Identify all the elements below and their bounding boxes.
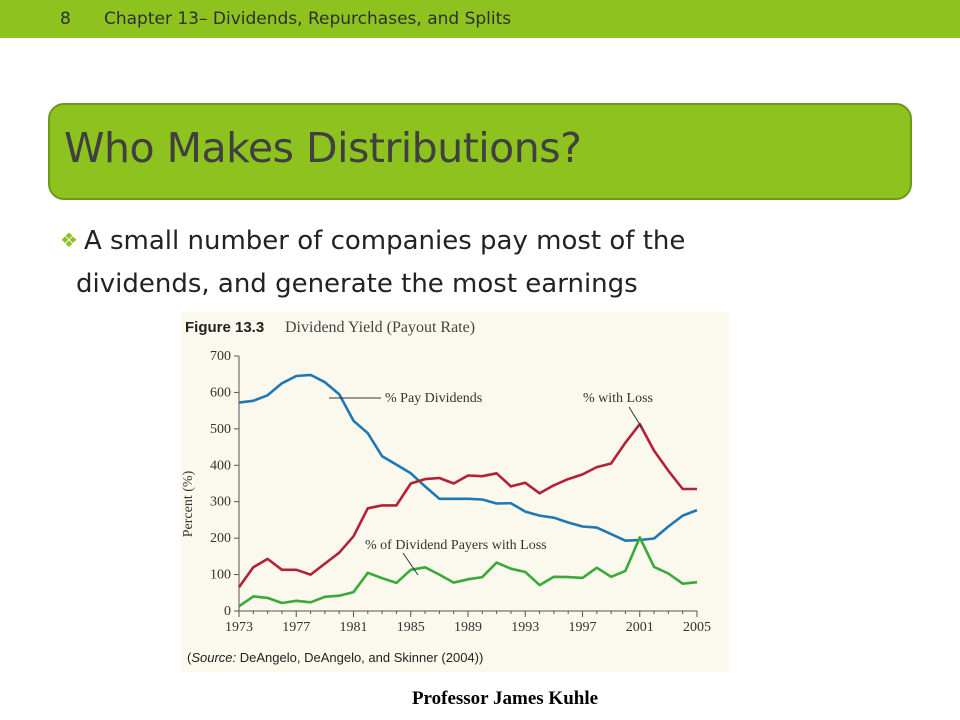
x-tick-label: 2005 — [683, 620, 711, 635]
header-bar: 8 Chapter 13– Dividends, Repurchases, an… — [0, 0, 960, 38]
annotation-with-loss-leader — [628, 406, 643, 429]
figure-panel: Figure 13.3 Dividend Yield (Payout Rate)… — [181, 312, 729, 672]
annotation-pay-dividends: % Pay Dividends — [385, 391, 482, 406]
x-tick-label: 1993 — [511, 620, 539, 635]
bullet-line-2: dividends, and generate the most earning… — [76, 269, 638, 299]
y-tick-label: 700 — [210, 349, 231, 364]
annotation-with-loss: % with Loss — [583, 391, 653, 406]
y-tick-label: 0 — [224, 604, 231, 619]
with-loss-line — [237, 422, 697, 589]
x-tick-label: 1997 — [569, 620, 597, 635]
y-tick-label: 200 — [210, 531, 231, 546]
title-banner: Who Makes Distributions? — [48, 103, 912, 200]
chart-annotations: % Pay Dividends % with Loss % of Dividend … — [329, 391, 653, 576]
slide-number: 8 — [60, 9, 71, 29]
x-tick-label: 1989 — [454, 620, 482, 635]
y-tick-label: 300 — [210, 495, 231, 510]
dividend-payers-with-loss-line — [238, 536, 698, 608]
chart-series — [237, 373, 698, 608]
chapter-title: Chapter 13– Dividends, Repurchases, and … — [104, 9, 512, 29]
diamond-bullet-icon: ❖ — [60, 228, 78, 252]
x-tick-label: 1973 — [225, 620, 253, 635]
slide-title: Who Makes Distributions? — [64, 124, 582, 172]
x-tick-label: 1977 — [282, 620, 310, 635]
figure-label: Figure 13.3 — [185, 319, 264, 336]
dividend-yield-chart: Figure 13.3 Dividend Yield (Payout Rate)… — [181, 319, 711, 665]
y-tick-label: 500 — [210, 422, 231, 437]
x-axis: 1973 1977 1981 1985 1989 1993 1997 2001 2005 — [225, 610, 711, 635]
y-axis: 0 100 200 300 400 500 600 700 — [210, 349, 240, 619]
footer-presenter: Professor James Kuhle — [411, 688, 599, 709]
bullet-point: ❖ A small number of companies pay most of… — [60, 219, 880, 306]
x-tick-label: 2001 — [626, 620, 654, 635]
x-tick-label: 1981 — [340, 620, 368, 635]
source-note: (Source: DeAngelo, DeAngelo, and Skinner… — [187, 650, 483, 665]
figure-caption: Dividend Yield (Payout Rate) — [285, 319, 475, 336]
x-tick-label: 1985 — [397, 620, 425, 635]
annotation-payers-with-loss: % of Dividend Payers with Loss — [365, 538, 547, 553]
y-tick-label: 400 — [210, 458, 231, 473]
y-tick-label: 100 — [210, 568, 231, 583]
pay-dividends-line — [238, 373, 698, 542]
y-tick-label: 600 — [210, 385, 231, 400]
bullet-line-1: A small number of companies pay most of … — [83, 226, 686, 256]
annotation-payers-with-loss-leader — [402, 552, 419, 576]
y-axis-label: Percent (%) — [181, 470, 196, 537]
